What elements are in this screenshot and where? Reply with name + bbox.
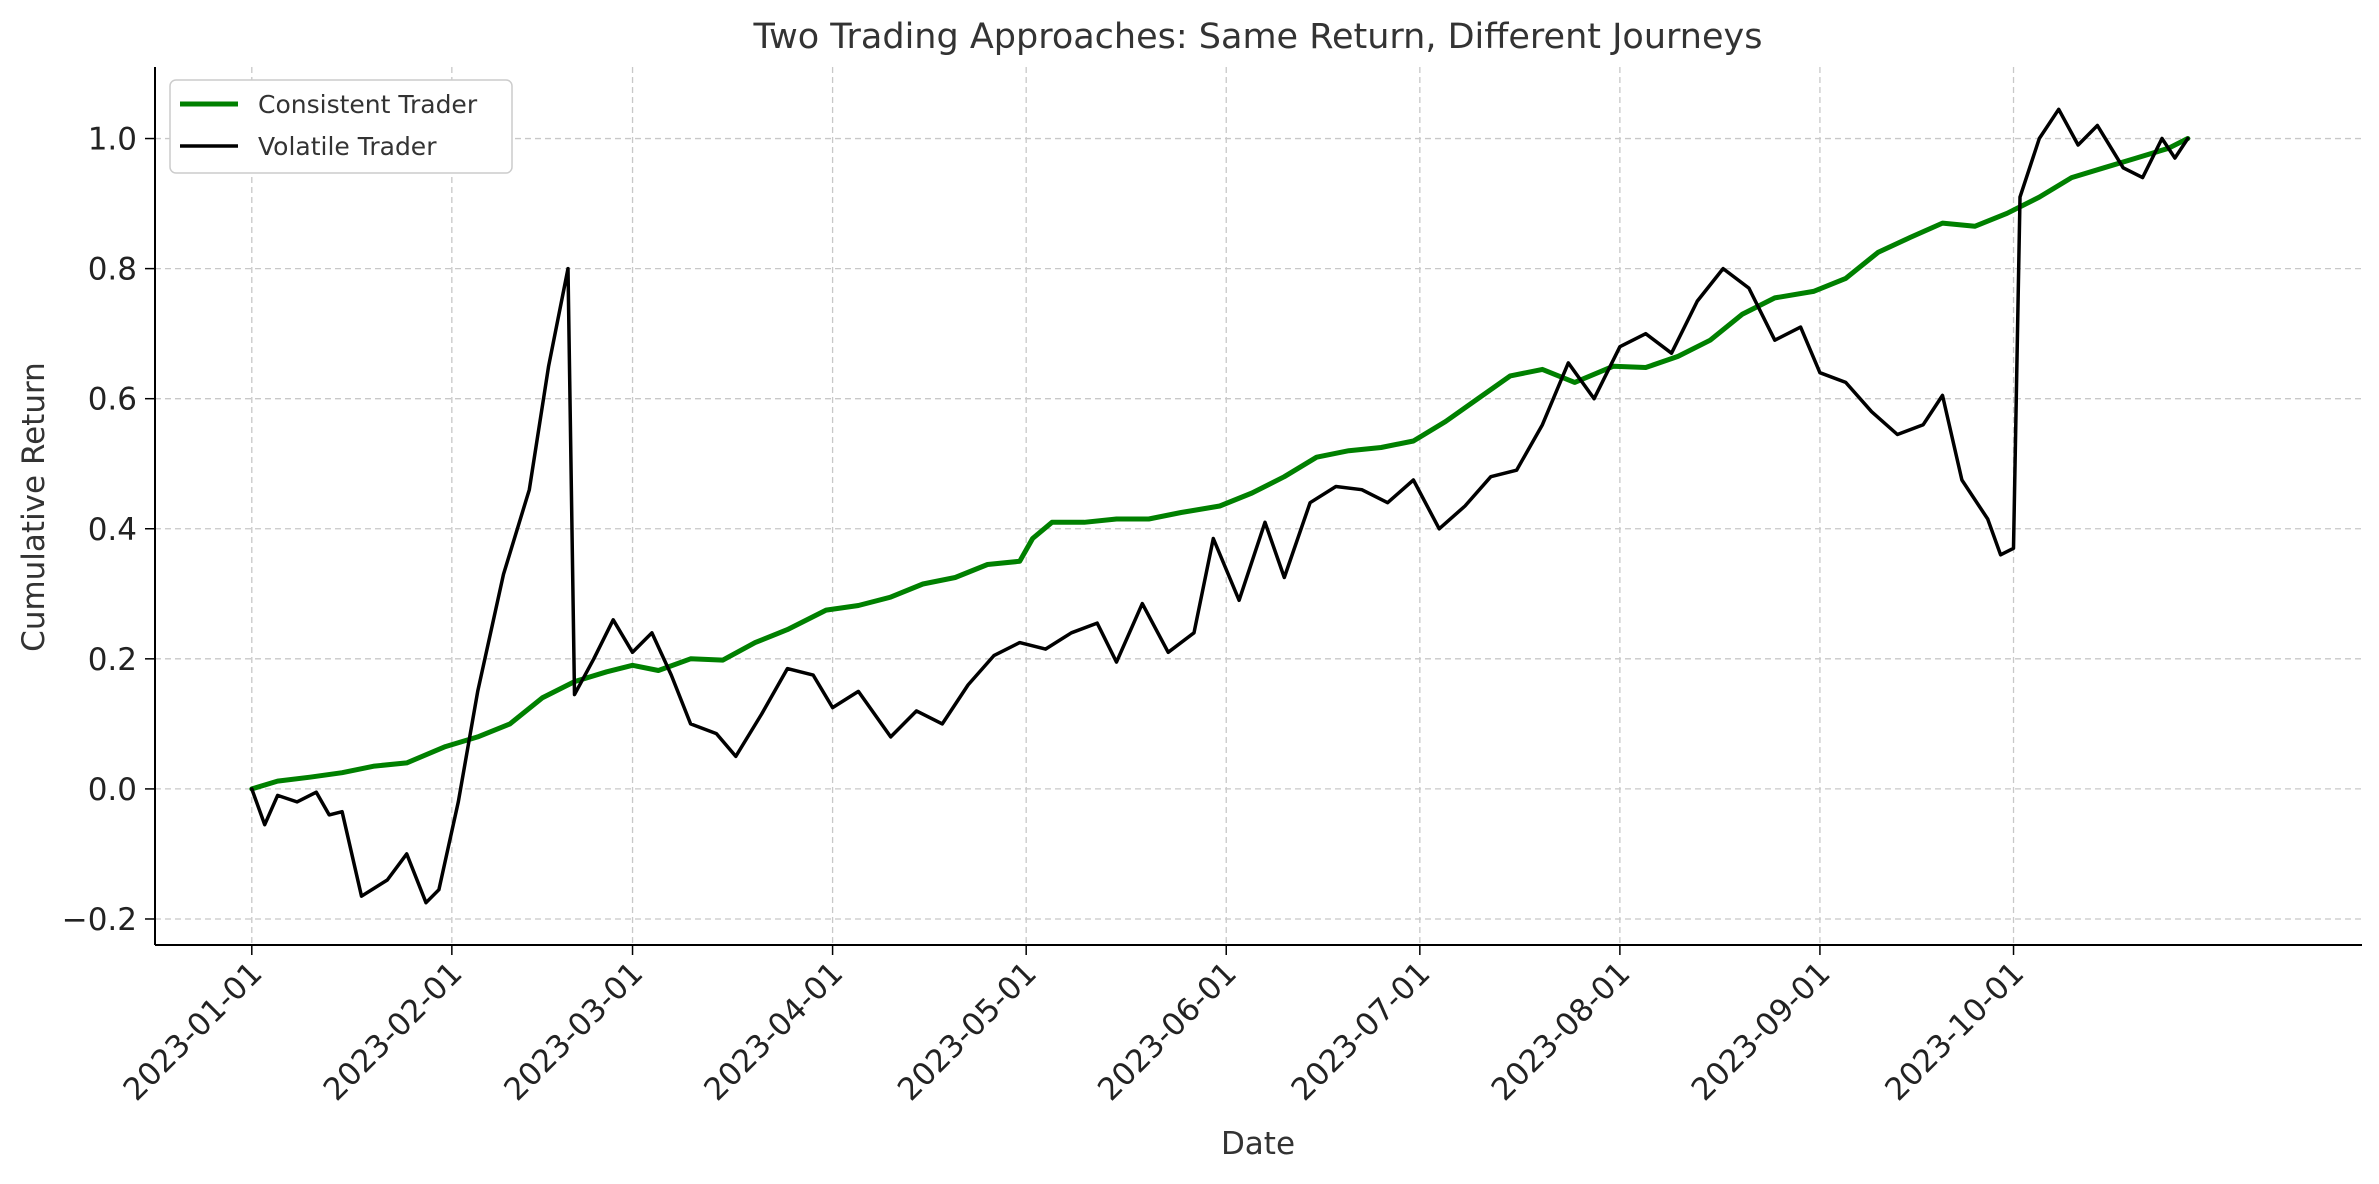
- y-tick-label: 0.0: [88, 772, 137, 808]
- series-line-volatile-trader: [250, 107, 2190, 905]
- x-axis-label: Date: [1221, 1126, 1295, 1162]
- y-tick-label: 0.2: [88, 642, 137, 678]
- legend-label-volatile-trader: Volatile Trader: [258, 132, 437, 161]
- legend: Consistent Trader Volatile Trader: [169, 79, 513, 174]
- y-ticks: −0.2 0.0 0.2 0.4 0.6 0.8 1.0: [62, 122, 155, 938]
- chart-title: Two Trading Approaches: Same Return, Dif…: [753, 17, 1763, 57]
- y-tick-label: 0.4: [88, 512, 137, 548]
- legend-box: [169, 79, 513, 174]
- y-tick-label: 1.0: [88, 122, 137, 158]
- y-tick-label: 0.6: [88, 382, 137, 418]
- axes: [154, 67, 2362, 946]
- series-line-consistent-trader: [249, 136, 2191, 792]
- series-lines: [249, 107, 2191, 905]
- legend-label-consistent-trader: Consistent Trader: [258, 90, 478, 119]
- grid: [155, 67, 2362, 945]
- y-tick-label: −0.2: [62, 902, 137, 938]
- y-axis-label: Cumulative Return: [16, 362, 52, 652]
- y-tick-label: 0.8: [88, 252, 137, 288]
